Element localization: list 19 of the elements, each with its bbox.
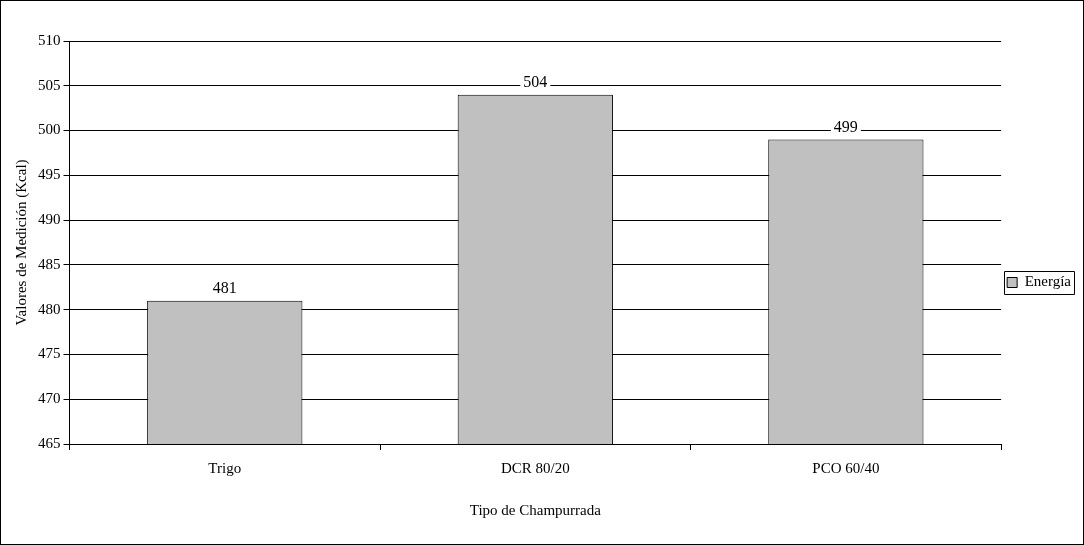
data-label: 481 <box>212 278 237 296</box>
y-tick-label: 490 <box>38 211 61 228</box>
legend-label: Energía <box>1024 273 1072 290</box>
y-tick-label: 510 <box>38 31 61 48</box>
y-tick-label: 500 <box>38 121 61 138</box>
data-label: 499 <box>833 117 858 135</box>
x-tick-label: PCO 60/40 <box>812 459 880 476</box>
y-tick-label: 480 <box>38 300 61 317</box>
y-tick-label: 495 <box>38 166 61 183</box>
y-tick-label: 465 <box>38 434 61 451</box>
x-axis-title: Tipo de Champurrada <box>469 501 602 518</box>
y-axis-title: Valores de Medición (Kcal) <box>12 159 30 326</box>
x-tick-label: DCR 80/20 <box>500 459 570 476</box>
y-tick-label: 485 <box>38 255 61 272</box>
y-tick-label: 505 <box>38 76 61 93</box>
y-tick-label: 470 <box>38 390 61 407</box>
data-label: 504 <box>523 72 548 90</box>
y-tick-label: 475 <box>38 345 61 362</box>
x-tick-label: Trigo <box>208 459 242 476</box>
